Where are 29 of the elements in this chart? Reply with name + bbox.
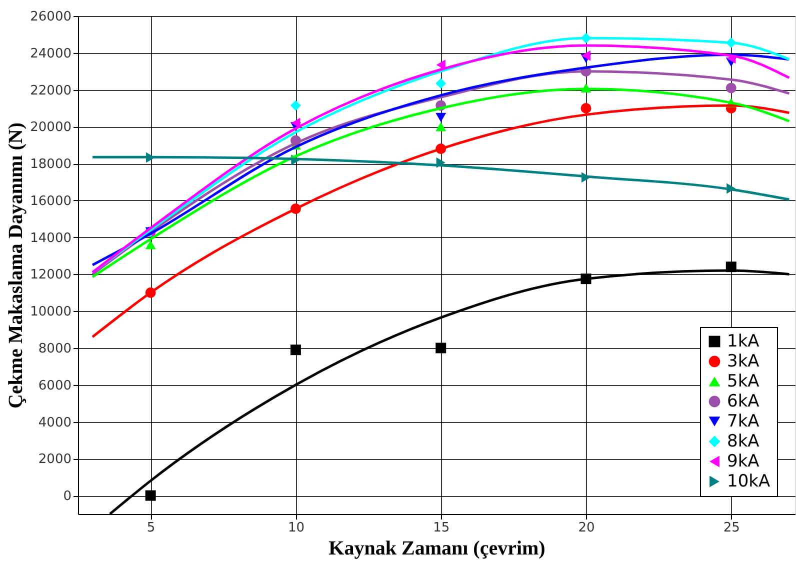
y-tick-label: 12000 [30, 268, 72, 283]
y-tick-label: 2000 [38, 452, 72, 468]
y-tick-label: 18000 [30, 157, 72, 172]
y-tick-label: 6000 [38, 378, 72, 394]
legend-label: 3kA [727, 352, 760, 372]
y-tick-label: 0 [63, 489, 72, 504]
legend-label: 8kA [727, 432, 760, 452]
x-axis-title: Kaynak Zamanı (çevrim) [328, 538, 546, 560]
y-tick-label: 24000 [30, 46, 72, 62]
legend-label: 7kA [727, 412, 760, 432]
legend-label: 9kA [727, 452, 760, 472]
y-tick-label: 20000 [30, 120, 72, 136]
y-tick-label: 4000 [38, 415, 72, 430]
y-tick-label: 26000 [30, 10, 72, 24]
x-tick-label: 20 [578, 520, 595, 536]
legend-label: 5kA [727, 372, 760, 392]
y-tick-label: 14000 [30, 230, 72, 246]
legend-label: 10kA [727, 472, 770, 492]
legend-label: 6kA [727, 392, 760, 412]
y-axis-title: Çekme Makaslama Dayanımı (N) [5, 122, 28, 409]
legend-label: 1kA [727, 332, 760, 352]
y-tick-label: 8000 [38, 342, 72, 356]
x-tick-label: 10 [288, 520, 304, 536]
x-tick-label: 25 [723, 520, 740, 536]
y-tick-label: 16000 [30, 194, 72, 209]
x-tick-label: 15 [433, 520, 450, 536]
y-tick-label: 22000 [30, 83, 72, 98]
y-tick-label: 10000 [30, 304, 72, 320]
x-tick-label: 5 [146, 520, 156, 536]
